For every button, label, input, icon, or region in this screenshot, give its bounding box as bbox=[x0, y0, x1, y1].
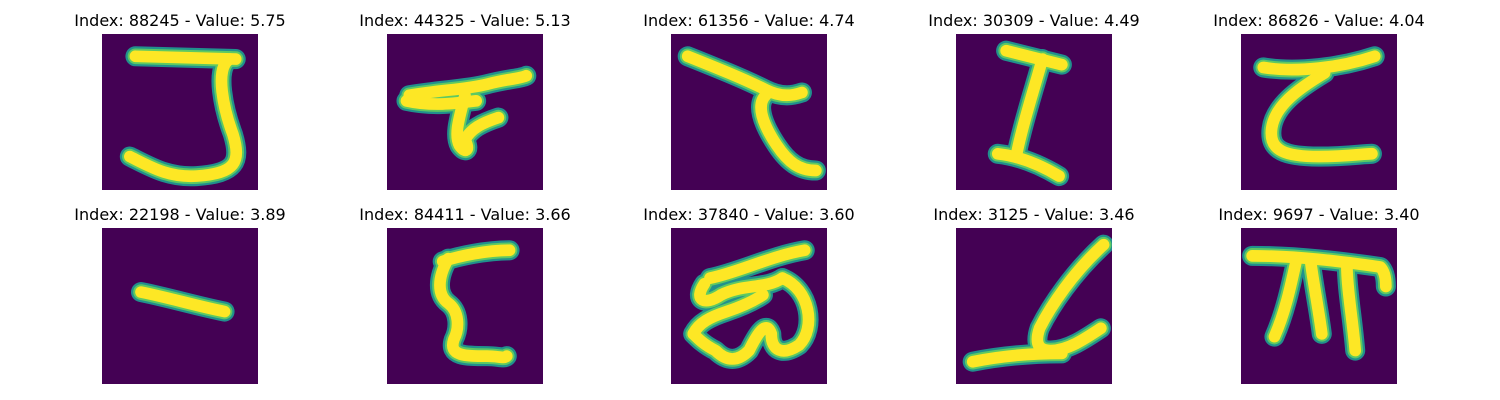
stroke-core bbox=[1257, 50, 1381, 76]
panel-6: Index: 22198 - Value: 3.89 bbox=[50, 201, 310, 391]
digit-image bbox=[387, 34, 543, 190]
stroke-core bbox=[704, 244, 811, 284]
stroke-core bbox=[966, 347, 1068, 368]
digit-image bbox=[1241, 34, 1397, 190]
stroke-core bbox=[403, 69, 533, 102]
stroke-core bbox=[451, 89, 505, 156]
panel-1: Index: 88245 - Value: 5.75 bbox=[50, 7, 310, 197]
digit-image bbox=[671, 228, 827, 384]
digit-image bbox=[1241, 228, 1397, 384]
stroke-core bbox=[687, 289, 769, 340]
panel-title: Index: 86826 - Value: 4.04 bbox=[1213, 11, 1425, 30]
panel-title: Index: 88245 - Value: 5.75 bbox=[74, 11, 286, 30]
digit-image bbox=[671, 34, 827, 190]
panel-7: Index: 84411 - Value: 3.66 bbox=[335, 201, 595, 391]
stroke-core bbox=[124, 53, 243, 183]
stroke-core bbox=[1265, 67, 1378, 163]
stroke-core bbox=[1031, 238, 1110, 357]
stroke-core bbox=[1304, 255, 1328, 340]
panel-3: Index: 61356 - Value: 4.74 bbox=[619, 7, 879, 197]
stroke-core bbox=[1000, 44, 1068, 71]
panel-2: Index: 44325 - Value: 5.13 bbox=[335, 7, 595, 197]
panel-title: Index: 30309 - Value: 4.49 bbox=[928, 11, 1140, 30]
stroke-core bbox=[1011, 53, 1049, 157]
panel-10: Index: 9697 - Value: 3.40 bbox=[1189, 201, 1449, 391]
stroke-core bbox=[1246, 250, 1392, 293]
stroke-core bbox=[1341, 258, 1362, 357]
panel-title: Index: 3125 - Value: 3.46 bbox=[933, 205, 1135, 224]
digit-image bbox=[387, 228, 543, 384]
digit-image bbox=[956, 34, 1112, 190]
panel-title: Index: 84411 - Value: 3.66 bbox=[359, 205, 571, 224]
panel-title: Index: 9697 - Value: 3.40 bbox=[1218, 205, 1420, 224]
panel-title: Index: 61356 - Value: 4.74 bbox=[643, 11, 855, 30]
stroke-core bbox=[687, 272, 815, 365]
stroke-core bbox=[694, 272, 789, 307]
stroke-core bbox=[400, 95, 482, 110]
stroke-core bbox=[1268, 252, 1303, 343]
stroke-core bbox=[434, 252, 513, 364]
digit-image bbox=[956, 228, 1112, 384]
panel-5: Index: 86826 - Value: 4.04 bbox=[1189, 7, 1449, 197]
digit-image bbox=[102, 228, 258, 384]
stroke-core bbox=[755, 89, 822, 177]
stroke-core bbox=[991, 147, 1065, 182]
panel-4: Index: 30309 - Value: 4.49 bbox=[904, 7, 1164, 197]
stroke-core bbox=[129, 50, 242, 65]
panel-8: Index: 37840 - Value: 3.60 bbox=[619, 201, 879, 391]
panel-9: Index: 3125 - Value: 3.46 bbox=[904, 201, 1164, 391]
stroke-core bbox=[135, 286, 231, 318]
panel-title: Index: 44325 - Value: 5.13 bbox=[359, 11, 571, 30]
panel-title: Index: 37840 - Value: 3.60 bbox=[643, 205, 855, 224]
digit-image bbox=[102, 34, 258, 190]
panel-title: Index: 22198 - Value: 3.89 bbox=[74, 205, 286, 224]
